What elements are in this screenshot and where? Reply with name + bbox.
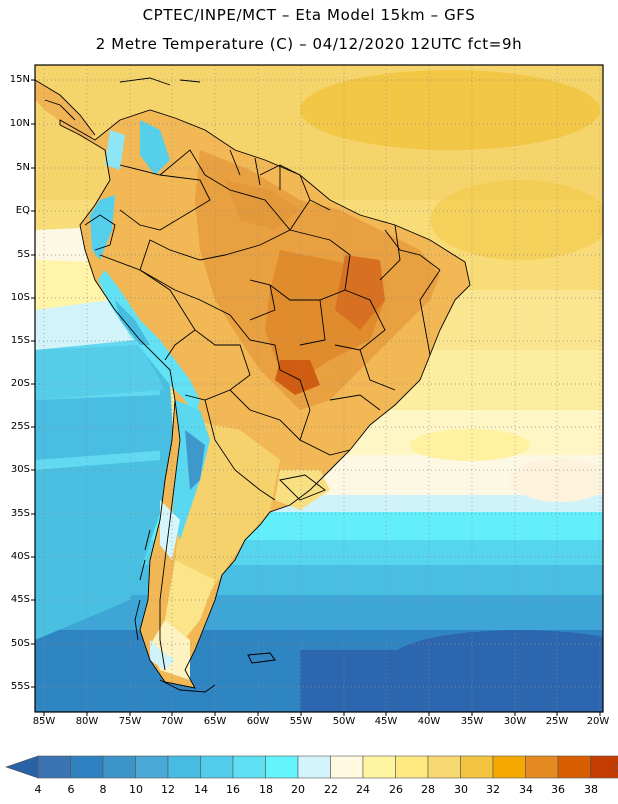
- lon-label: 80W: [67, 716, 107, 727]
- lat-label: 25S: [4, 422, 30, 432]
- lon-label: 40W: [409, 716, 449, 727]
- lat-label: 55S: [4, 682, 30, 692]
- colorbar-label: 38: [576, 783, 606, 796]
- colorbar-label: 14: [186, 783, 216, 796]
- lat-label: 5N: [4, 163, 30, 173]
- colorbar-swatch: [136, 756, 169, 778]
- colorbar-label: 22: [316, 783, 346, 796]
- colorbar-swatch: [493, 756, 526, 778]
- lon-label: 20W: [578, 716, 618, 727]
- lat-label: EQ: [4, 206, 30, 216]
- colorbar-swatch: [38, 756, 71, 778]
- colorbar-label: 26: [381, 783, 411, 796]
- colorbar-swatch: [363, 756, 396, 778]
- colorbar-swatch: [201, 756, 234, 778]
- colorbar-label: 6: [56, 783, 86, 796]
- colorbar-label: 16: [218, 783, 248, 796]
- colorbar-label: 24: [348, 783, 378, 796]
- colorbar-label: 34: [511, 783, 541, 796]
- colorbar-swatch: [331, 756, 364, 778]
- colorbar: [6, 756, 618, 778]
- lon-label: 35W: [452, 716, 492, 727]
- temperature-field: [35, 65, 618, 712]
- lat-label: 5S: [4, 250, 30, 260]
- lat-label: 35S: [4, 509, 30, 519]
- colorbar-swatch: [428, 756, 461, 778]
- lon-label: 75W: [110, 716, 150, 727]
- lon-label: 45W: [366, 716, 406, 727]
- colorbar-label: 28: [413, 783, 443, 796]
- colorbar-label: 10: [121, 783, 151, 796]
- lon-label: 50W: [324, 716, 364, 727]
- lon-label: 25W: [537, 716, 577, 727]
- lat-label: 50S: [4, 639, 30, 649]
- colorbar-label: 20: [283, 783, 313, 796]
- lon-label: 60W: [238, 716, 278, 727]
- lon-label: 30W: [495, 716, 535, 727]
- lat-label: 15N: [4, 75, 30, 85]
- lat-label: 20S: [4, 379, 30, 389]
- colorbar-swatch: [266, 756, 299, 778]
- lon-label: 65W: [195, 716, 235, 727]
- colorbar-swatch: [396, 756, 429, 778]
- colorbar-label: 18: [251, 783, 281, 796]
- colorbar-swatch: [298, 756, 331, 778]
- colorbar-label: 32: [478, 783, 508, 796]
- colorbar-swatch: [461, 756, 494, 778]
- colorbar-swatch: [233, 756, 266, 778]
- colorbar-arrow-left: [6, 756, 38, 778]
- lat-label: 40S: [4, 552, 30, 562]
- lat-label: 10S: [4, 293, 30, 303]
- colorbar-label: 36: [543, 783, 573, 796]
- colorbar-swatch: [526, 756, 559, 778]
- colorbar-label: 8: [88, 783, 118, 796]
- lat-label: 10N: [4, 119, 30, 129]
- colorbar-label: 4: [23, 783, 53, 796]
- lat-label: 45S: [4, 595, 30, 605]
- colorbar-swatch: [103, 756, 136, 778]
- lon-label: 85W: [24, 716, 64, 727]
- colorbar-swatch: [168, 756, 201, 778]
- lat-label: 30S: [4, 465, 30, 475]
- lon-label: 70W: [152, 716, 192, 727]
- colorbar-label: 30: [446, 783, 476, 796]
- colorbar-swatch: [558, 756, 591, 778]
- lon-label: 55W: [281, 716, 321, 727]
- lat-label: 15S: [4, 336, 30, 346]
- colorbar-swatch: [71, 756, 104, 778]
- colorbar-label: 12: [153, 783, 183, 796]
